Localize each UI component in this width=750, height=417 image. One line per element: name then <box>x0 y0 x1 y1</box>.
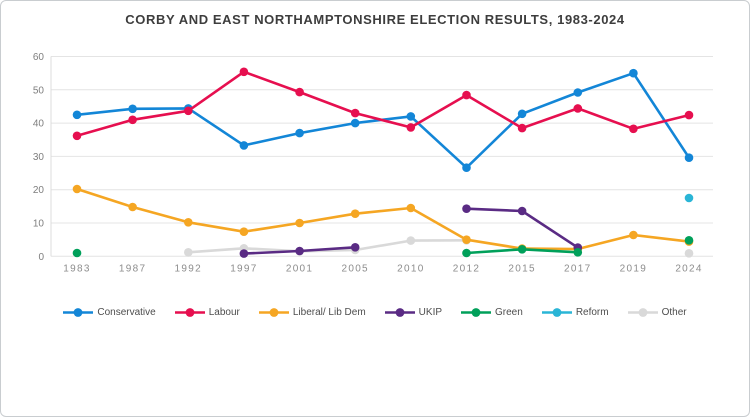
x-axis-label-2010: 2010 <box>397 263 424 274</box>
series-labour <box>72 67 694 141</box>
point-conservative-2019 <box>629 68 638 78</box>
point-labour-1992 <box>184 106 193 116</box>
point-labour-2019 <box>629 124 638 134</box>
point-liberal-lib-dem-2010 <box>406 203 416 213</box>
y-axis-label-0: 0 <box>38 252 44 263</box>
point-green-2017 <box>573 248 583 257</box>
point-labour-1997 <box>239 67 249 77</box>
x-axis-label-2019: 2019 <box>620 263 647 274</box>
point-ukip-2001 <box>295 246 304 256</box>
point-green-2015 <box>517 245 527 254</box>
point-labour-2015 <box>517 123 527 133</box>
point-green-1983 <box>72 248 82 258</box>
point-liberal-lib-dem-2001 <box>295 218 304 228</box>
legend-label: Green <box>495 307 523 318</box>
legend-label: Conservative <box>97 307 156 318</box>
line-liberal-lib-dem <box>75 187 691 251</box>
legend-item-liberal-lib-dem[interactable]: Liberal/ Lib Dem <box>258 307 366 318</box>
point-conservative-2015 <box>517 109 527 119</box>
point-conservative-2012 <box>462 163 471 172</box>
legend-item-other[interactable]: Other <box>627 307 687 318</box>
point-labour-2017 <box>573 104 583 113</box>
legend-marker-conservative <box>63 308 94 317</box>
legend-label: Liberal/ Lib Dem <box>292 307 366 318</box>
point-ukip-2015 <box>517 206 527 216</box>
legend-marker-green <box>461 308 492 317</box>
point-liberal-lib-dem-1997 <box>239 227 249 236</box>
legend-label: Reform <box>575 307 609 318</box>
point-reform-2024 <box>684 193 694 203</box>
y-axis-label-20: 20 <box>33 185 45 196</box>
y-axis-label-30: 30 <box>33 152 45 163</box>
series-green <box>72 236 694 258</box>
line-labour <box>75 70 691 138</box>
point-conservative-2024 <box>684 153 694 162</box>
legend-marker-labour <box>174 308 205 317</box>
point-liberal-lib-dem-1992 <box>184 218 193 227</box>
point-labour-2010 <box>406 123 416 132</box>
point-liberal-lib-dem-1987 <box>128 202 137 212</box>
point-conservative-1987 <box>128 104 137 114</box>
line-other <box>187 239 468 254</box>
x-axis-label-2017: 2017 <box>564 263 591 274</box>
point-conservative-2005 <box>350 118 360 128</box>
series-liberal-lib-dem <box>72 184 694 254</box>
point-ukip-2012 <box>462 204 471 213</box>
legend-item-reform[interactable]: Reform <box>541 307 609 318</box>
point-conservative-2010 <box>406 112 416 121</box>
point-other-1992 <box>184 248 193 257</box>
point-ukip-1997 <box>239 249 249 258</box>
y-axis-label-50: 50 <box>33 85 45 96</box>
point-labour-1987 <box>128 115 137 125</box>
point-liberal-lib-dem-2012 <box>462 235 471 244</box>
chart-legend: Conservative Labour Liberal/ Lib Dem UKIP Gr… <box>1 307 749 318</box>
x-axis-label-1983: 1983 <box>63 263 90 274</box>
legend-label: Other <box>661 307 687 318</box>
point-ukip-2005 <box>350 243 360 252</box>
line-chart-plot-area: 0 10 20 30 40 50 60 1983 1987 1992 1997 2001 2005 201… <box>33 52 713 274</box>
x-axis-label-2005: 2005 <box>341 263 368 274</box>
point-other-2024 <box>684 249 694 258</box>
point-liberal-lib-dem-2005 <box>350 209 360 218</box>
legend-item-labour[interactable]: Labour <box>174 307 240 318</box>
point-green-2012 <box>462 248 471 258</box>
point-green-2024 <box>684 236 694 245</box>
point-labour-2001 <box>295 87 304 97</box>
legend-marker-other <box>627 308 658 317</box>
legend-marker-reform <box>541 308 572 317</box>
point-conservative-2017 <box>573 88 583 97</box>
x-axis-label-2012: 2012 <box>453 263 480 274</box>
legend-marker-liberal-lib-dem <box>258 308 289 317</box>
legend-label: Labour <box>208 307 240 318</box>
legend-label: UKIP <box>418 307 443 318</box>
x-axis-label-2024: 2024 <box>675 263 702 274</box>
point-other-2010 <box>406 236 416 245</box>
point-conservative-2001 <box>295 128 304 138</box>
x-axis-label-1992: 1992 <box>175 263 202 274</box>
point-labour-1983 <box>72 131 82 141</box>
legend-item-conservative[interactable]: Conservative <box>63 307 156 318</box>
y-axis-label-10: 10 <box>33 219 45 230</box>
x-axis-label-2001: 2001 <box>286 263 313 274</box>
point-liberal-lib-dem-2019 <box>629 230 638 240</box>
point-labour-2005 <box>350 108 360 118</box>
point-labour-2024 <box>684 110 694 120</box>
x-axis-label-1987: 1987 <box>119 263 146 274</box>
chart-title: CORBY AND EAST NORTHAMPTONSHIRE ELECTION… <box>125 12 625 27</box>
series-reform <box>684 193 694 203</box>
point-labour-2012 <box>462 90 471 100</box>
y-axis-label-60: 60 <box>33 52 45 63</box>
point-conservative-1997 <box>239 141 249 150</box>
legend-item-ukip[interactable]: UKIP <box>384 307 443 318</box>
x-axis-label-2015: 2015 <box>508 263 535 274</box>
point-conservative-1983 <box>72 110 82 120</box>
y-axis-label-40: 40 <box>33 119 45 130</box>
x-axis-label-1997: 1997 <box>230 263 257 274</box>
legend-item-green[interactable]: Green <box>461 307 523 318</box>
legend-marker-ukip <box>384 308 415 317</box>
point-liberal-lib-dem-1983 <box>72 184 82 194</box>
